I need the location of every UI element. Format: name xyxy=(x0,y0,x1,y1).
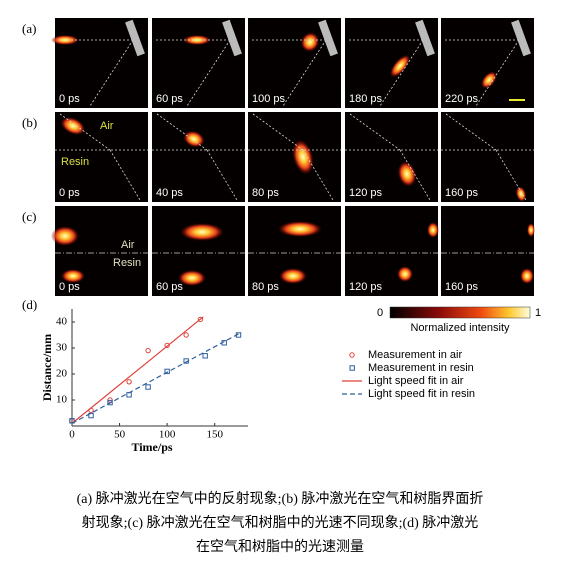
panel-label: (c) xyxy=(22,209,36,224)
mirror xyxy=(318,19,338,57)
x-tick-label: 50 xyxy=(114,429,126,441)
fit-line xyxy=(71,316,204,424)
point xyxy=(202,353,208,359)
chart: (d) 0 50 100 150 10 20 30 40 Time/ps Distance/mm Me… xyxy=(22,297,475,454)
laser-pulse xyxy=(515,186,527,202)
y-tick-label: 10 xyxy=(56,394,68,406)
y-axis-label: Distance/mm xyxy=(40,334,54,401)
image-panel xyxy=(441,206,534,296)
time-label: 0 ps xyxy=(59,187,80,199)
beam-path xyxy=(109,149,141,201)
legend-symbol xyxy=(349,365,355,371)
laser-pulse xyxy=(51,226,79,246)
time-label: 120 ps xyxy=(349,281,383,293)
y-tick-label: 20 xyxy=(56,368,68,380)
laser-pulse xyxy=(300,32,320,52)
panels: (a) 0 ps 60 ps 100 ps 180 ps 220 ps (b) 0 ps 40 … xyxy=(22,18,535,296)
beam-path xyxy=(475,39,520,107)
legend-symbol xyxy=(349,352,355,358)
time-label: 100 ps xyxy=(252,93,286,105)
colorbar xyxy=(389,306,531,319)
legend-label: Light speed fit in resin xyxy=(368,388,475,400)
medium-label: Resin xyxy=(61,156,89,168)
beam-path xyxy=(399,149,431,201)
laser-pulse xyxy=(278,221,322,237)
y-tick-label: 30 xyxy=(56,342,68,354)
point xyxy=(126,379,132,385)
point xyxy=(197,316,204,323)
time-label: 160 ps xyxy=(445,281,479,293)
medium-label: Air xyxy=(121,239,135,251)
laser-pulse xyxy=(527,223,535,237)
laser-pulse xyxy=(397,161,417,187)
time-label: 180 ps xyxy=(349,93,383,105)
image-panel xyxy=(152,112,245,202)
laser-pulse xyxy=(178,270,206,286)
point xyxy=(88,412,94,419)
laser-pulse xyxy=(520,268,534,284)
legend-label: Measurement in resin xyxy=(368,362,474,374)
beam-path xyxy=(186,39,231,107)
x-tick-label: 150 xyxy=(206,429,223,441)
beam-path xyxy=(89,39,134,107)
laser-pulse xyxy=(389,54,411,78)
point xyxy=(145,384,151,390)
panel-label: (d) xyxy=(22,297,37,312)
time-label: 0 ps xyxy=(59,93,80,105)
time-label: 80 ps xyxy=(252,281,279,293)
legend-label: Light speed fit in air xyxy=(368,375,464,387)
fit-line xyxy=(71,331,242,424)
point xyxy=(107,399,113,406)
caption-line: (a) 脉冲激光在空气中的反射现象;(b) 脉冲激光在空气和树脂界面折 xyxy=(77,490,484,507)
time-label: 60 ps xyxy=(156,281,183,293)
time-label: 40 ps xyxy=(156,187,183,199)
time-label: 120 ps xyxy=(349,187,383,199)
time-label: 0 ps xyxy=(59,281,80,293)
time-label: 220 ps xyxy=(445,93,479,105)
time-label: 160 ps xyxy=(445,187,479,199)
laser-pulse xyxy=(60,116,86,136)
point xyxy=(183,332,189,338)
point xyxy=(164,342,170,349)
laser-pulse xyxy=(183,130,205,148)
laser-pulse xyxy=(292,139,314,175)
time-label: 60 ps xyxy=(156,93,183,105)
laser-pulse xyxy=(481,71,497,89)
point xyxy=(164,368,170,375)
panel-label: (a) xyxy=(22,21,36,36)
x-tick-label: 0 xyxy=(69,429,75,441)
panel-label: (b) xyxy=(22,115,37,130)
legend-label: Measurement in air xyxy=(368,349,462,361)
laser-pulse xyxy=(427,222,439,238)
laser-pulse xyxy=(279,268,307,284)
x-axis-label: Time/ps xyxy=(131,440,172,454)
mirror xyxy=(511,19,531,57)
colorbar-max: 1 xyxy=(535,307,541,319)
mirror xyxy=(125,19,145,57)
medium-label: Resin xyxy=(113,257,141,269)
caption-line: 射现象;(c) 脉冲激光在空气和树脂中的光速不同现象;(d) 脉冲激光 xyxy=(82,514,479,531)
colorbar-min: 0 xyxy=(377,307,383,319)
y-tick-label: 40 xyxy=(56,316,68,328)
beam-path xyxy=(379,39,424,107)
colorbar-label: Normalized intensity xyxy=(410,322,510,334)
laser-pulse xyxy=(61,269,85,283)
caption-line: 在空气和树脂中的光速测量 xyxy=(196,539,364,555)
x-tick-label: 100 xyxy=(159,429,176,441)
time-label: 80 ps xyxy=(252,187,279,199)
image-panel xyxy=(345,206,438,296)
medium-label: Air xyxy=(100,120,114,132)
mirror xyxy=(222,19,242,57)
beam-path xyxy=(282,39,327,107)
laser-pulse xyxy=(397,266,413,282)
laser-pulse xyxy=(180,223,224,241)
beam-path xyxy=(302,149,334,201)
beam-path xyxy=(206,149,238,201)
beam-path xyxy=(495,149,527,201)
mirror xyxy=(415,19,435,57)
image-panel xyxy=(345,112,438,202)
point xyxy=(145,347,151,354)
